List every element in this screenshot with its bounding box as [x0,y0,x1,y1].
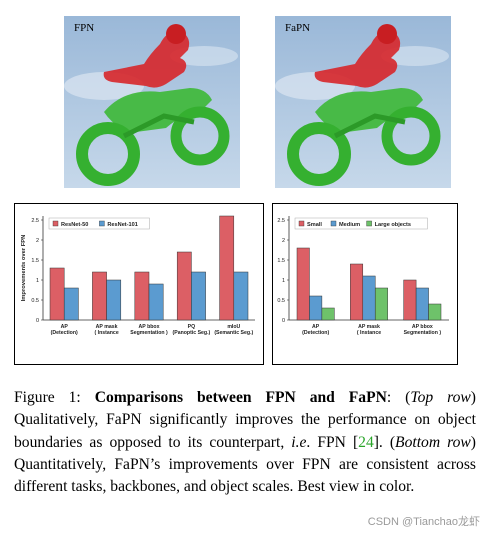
legend: Small Medium Large objects [294,217,428,230]
fapn-photo-panel: FaPN [275,16,451,188]
x-tick-label: PQ [188,324,196,330]
caption-part4: ]. ( [373,433,396,451]
y-tick-label: 2 [36,238,39,244]
bar [233,271,249,321]
legend-swatch [330,220,337,227]
fapn-photo [275,16,451,188]
x-tick-label: mIoU [227,324,240,330]
caption-part5: ) Quantitatively, FaPN’s improvements ov… [14,433,476,496]
y-tick-label: 1 [36,278,39,284]
legend-box [48,217,150,230]
y-tick-label: 1.5 [277,258,285,264]
bar [134,271,150,321]
caption-fig-label: Figure 1: [14,389,81,406]
bar [92,271,107,321]
y-tick-label: 1 [282,278,285,284]
bar [403,279,417,321]
y-tick-label: 0.5 [277,298,285,304]
bar [374,287,388,321]
x-tick-label: ( Instance [94,330,118,336]
bar [191,271,206,321]
watermark: CSDN @Tianchao龙虾 [367,516,480,528]
legend-swatch [366,220,372,227]
caption-part2: ) Qualitatively, FaPN significantly impr… [14,389,476,451]
y-tick-label: 2.5 [277,218,285,224]
x-tick-label: (Detection) [51,330,78,336]
legend-label: Small [307,222,322,228]
bar [176,251,192,321]
bar [309,295,323,321]
bar [296,247,310,321]
bar [362,275,376,321]
x-tick-label: AP [61,324,69,330]
x-tick-label: (Semantic Seg.) [214,330,253,336]
legend: ResNet-50 ResNet-101 [48,217,150,230]
y-axis-label: Improvements over FPN [21,235,27,302]
legend-label: ResNet-101 [107,222,137,228]
chart-object-scales-svg: 0 0.5 1 1.5 2 2.5 AP(Detection) AP mask( Instan… [277,216,449,336]
caption-citation[interactable]: 24 [358,433,374,451]
x-tick-label: (Detection) [302,330,329,336]
caption-part1: : ( [386,389,411,406]
x-tick-label: AP [312,324,320,330]
y-tick-label: 0 [36,318,39,324]
caption-ie: i.e [291,433,307,451]
bar [63,287,79,321]
caption-top-row: Top row [410,389,471,406]
x-tick-label: AP mask [96,324,118,330]
caption-title: Comparisons between FPN and FaPN [94,389,387,406]
bar [106,279,122,321]
x-tick-label: AP bbox [412,324,433,330]
bar [321,307,335,321]
legend-label: ResNet-50 [61,222,88,228]
y-tick-label: 2.5 [31,218,39,224]
x-tick-label: AP mask [358,324,380,330]
y-tick-label: 1.5 [31,258,39,264]
legend-swatch [99,220,105,227]
bar [219,215,235,321]
caption-part3: . FPN [ [306,433,359,451]
legend-swatch [298,220,305,227]
chart-object-scales: 0 0.5 1 1.5 2 2.5 AP (Detection) AP mask( Instan… [272,203,458,365]
y-tick-label: 2 [282,238,285,244]
x-tick-label: (Panoptic Seg.) [173,330,211,336]
x-tick-label: Segmentation ) [404,330,442,336]
fpn-photo [64,16,240,188]
bar [49,267,65,321]
bar [148,283,164,321]
panel-label-fapn: FaPN [285,22,311,34]
y-tick-label: 0.5 [31,298,39,304]
figure-caption: Figure 1: Comparisons between FPN and Fa… [14,387,476,498]
legend-swatch [52,220,59,227]
panel-label-fpn: FPN [74,22,95,34]
legend-box [294,217,428,230]
y-tick-label: 0 [282,318,285,324]
chart-backbones-svg: 0 0.5 1 1.5 2 2.5 Improvements over FPN AP(Dete… [21,215,255,336]
bar [415,287,429,321]
chart-backbones: 0 0.5 1 1.5 2 2.5 Improvements over FPN AP (Dete… [14,203,264,365]
fpn-photo-panel: FPN [64,16,240,188]
caption-bottom-row: Bottom row [395,433,471,451]
bar [350,263,364,321]
bar [428,303,442,321]
x-tick-label: Segmentation ) [130,330,168,336]
legend-label: Medium [339,222,360,228]
x-tick-label: ( Instance [357,330,381,336]
x-tick-label: AP bbox [139,324,160,330]
legend-label: Large objects [375,222,411,228]
